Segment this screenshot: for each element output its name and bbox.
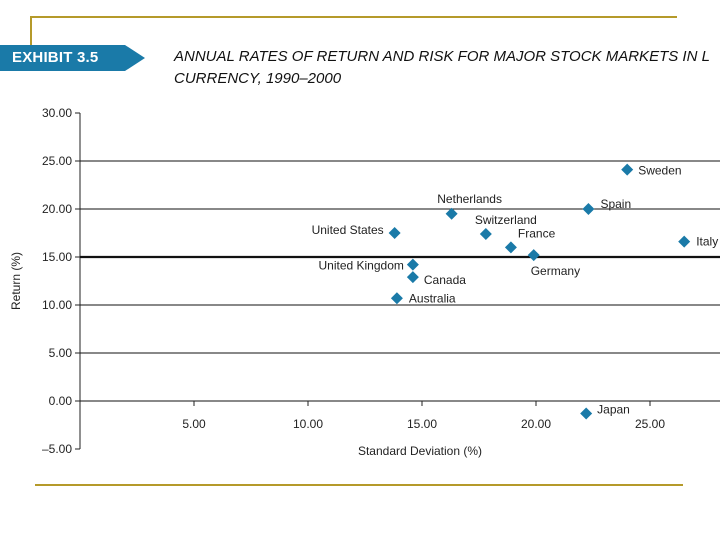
chart-title-line2: CURRENCY, 1990–2000 (174, 70, 342, 87)
y-tick-label: 0.00 (49, 394, 73, 408)
data-point (445, 207, 458, 220)
data-point (678, 235, 691, 248)
data-point (580, 407, 593, 420)
data-point (390, 292, 403, 305)
point-label: Sweden (638, 164, 681, 178)
point-label: Germany (531, 264, 580, 278)
point-label: Italy (696, 235, 718, 249)
y-tick-label: –5.00 (42, 442, 72, 456)
x-axis-label: Standard Deviation (%) (358, 444, 482, 458)
data-point (621, 163, 634, 176)
point-label: Netherlands (437, 192, 502, 206)
point-label: France (518, 226, 556, 240)
x-tick-label: 5.00 (182, 417, 206, 431)
y-tick-label: 30.00 (42, 106, 72, 120)
exhibit-label: EXHIBIT 3.5 (12, 49, 99, 66)
chart-title-line1: ANNUAL RATES OF RETURN AND RISK FOR MAJO… (174, 48, 710, 65)
data-point (406, 271, 419, 284)
point-label: United States (312, 223, 384, 237)
bottom-rule (35, 484, 683, 486)
data-point (388, 227, 401, 239)
point-label: Australia (409, 291, 456, 305)
y-tick-label: 10.00 (42, 298, 72, 312)
x-tick-label: 10.00 (293, 417, 323, 431)
y-tick-label: 25.00 (42, 154, 72, 168)
point-label: Japan (597, 402, 630, 416)
y-tick-label: 20.00 (42, 202, 72, 216)
point-label: United Kingdom (318, 259, 403, 273)
point-label: Switzerland (475, 213, 537, 227)
left-rule (30, 16, 32, 46)
x-tick-label: 15.00 (407, 417, 437, 431)
y-tick-label: 5.00 (49, 346, 73, 360)
x-tick-label: 25.00 (635, 417, 665, 431)
data-point (479, 227, 492, 240)
exhibit-badge (0, 45, 145, 71)
top-rule (30, 16, 677, 18)
point-label: Spain (600, 197, 631, 211)
data-point (406, 258, 419, 271)
data-point (504, 241, 517, 254)
data-point (527, 249, 540, 262)
y-axis-label: Return (%) (9, 252, 23, 310)
data-point (582, 203, 595, 215)
x-tick-label: 20.00 (521, 417, 551, 431)
y-tick-label: 15.00 (42, 250, 72, 264)
point-label: Canada (424, 273, 466, 287)
